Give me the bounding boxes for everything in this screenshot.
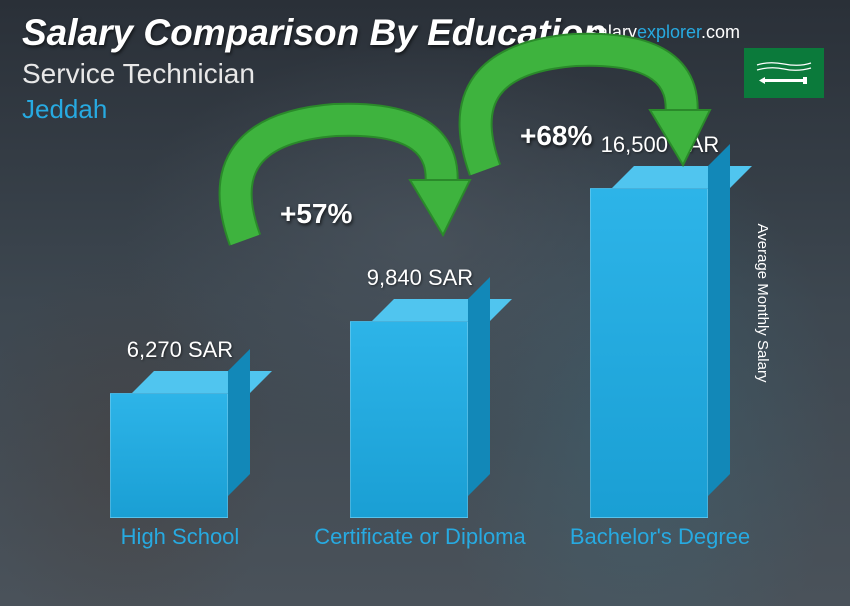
bar-category-label: High School — [70, 518, 290, 578]
brand-suffix: .com — [701, 22, 740, 42]
country-flag — [744, 48, 824, 98]
bar-category-label: Certificate or Diploma — [310, 518, 530, 578]
increment-pct-label: +57% — [280, 198, 352, 230]
flag-icon — [749, 53, 819, 93]
bar-side — [228, 349, 250, 496]
bar-group: 9,840 SARCertificate or Diploma — [350, 321, 490, 578]
bar-group: 6,270 SARHigh School — [110, 393, 250, 578]
bar-value-label: 6,270 SAR — [80, 337, 280, 363]
brand-accent: explorer — [637, 22, 701, 42]
increment-arrow — [225, 130, 485, 330]
bar-front — [110, 393, 228, 518]
bar-front — [350, 321, 468, 518]
increment-arrow — [465, 60, 725, 260]
bar-top — [132, 371, 272, 393]
bar-category-label: Bachelor's Degree — [550, 518, 770, 578]
increment-pct-label: +68% — [520, 120, 592, 152]
